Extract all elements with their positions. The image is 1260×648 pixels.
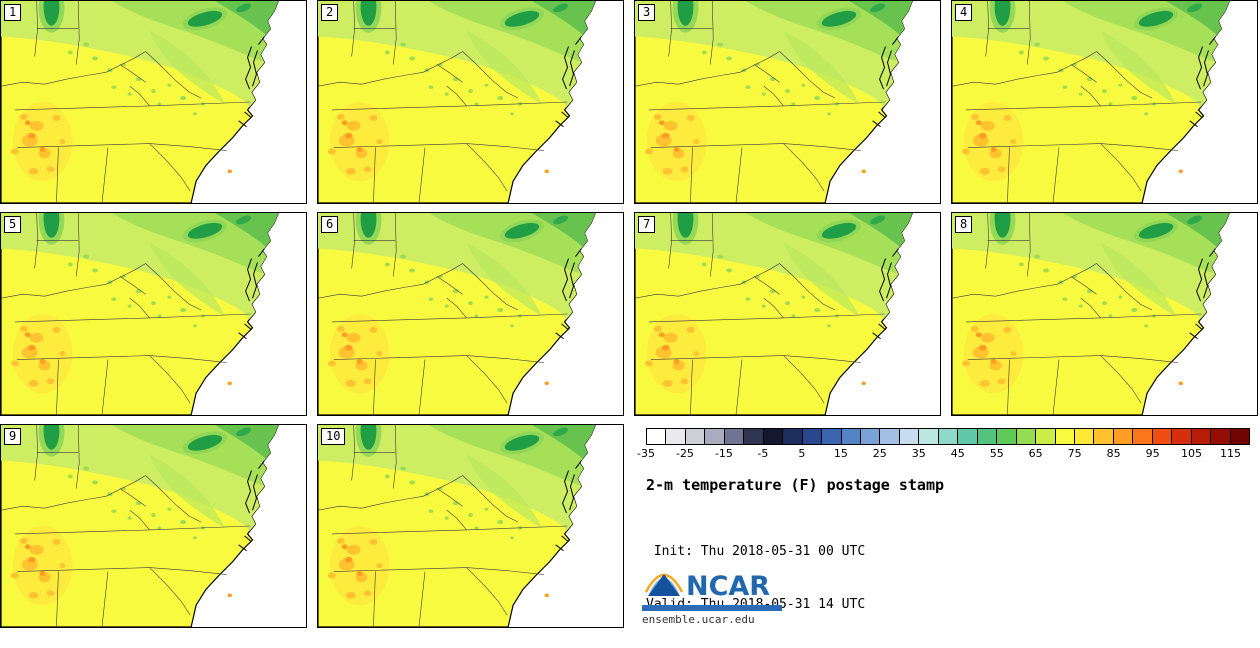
colorbar-segment: [997, 429, 1017, 444]
colorbar-tick: 105: [1181, 447, 1203, 460]
colorbar-segment: [822, 429, 842, 444]
colorbar-segment: [880, 429, 900, 444]
colorbar-tick: 115: [1220, 447, 1242, 460]
colorbar-segments: [646, 428, 1250, 445]
colorbar-segment: [1036, 429, 1056, 444]
temperature-map: [635, 1, 940, 203]
ensemble-member-panel: 1: [0, 0, 307, 204]
ensemble-member-panel: 7: [634, 212, 941, 416]
colorbar-segment: [1191, 429, 1212, 444]
colorbar-tick: 35: [911, 447, 926, 460]
colorbar-tick: 75: [1067, 447, 1082, 460]
colorbar-tick: -25: [675, 447, 694, 460]
member-number-label: 8: [955, 216, 973, 233]
colorbar-segment: [666, 429, 686, 444]
member-number-label: 1: [4, 4, 22, 21]
colorbar-segment: [977, 429, 998, 444]
logo-divider-bar: [642, 605, 782, 611]
colorbar-segment: [783, 429, 803, 444]
colorbar-segment: [899, 429, 920, 444]
colorbar-segment: [1094, 429, 1114, 444]
colorbar-segment: [1133, 429, 1153, 444]
member-number-label: 9: [4, 428, 22, 445]
colorbar-segment: [860, 429, 881, 444]
colorbar-segment: [1230, 429, 1250, 444]
temperature-map: [1, 213, 306, 415]
temperature-map: [1, 425, 306, 627]
ensemble-member-panel: 2: [317, 0, 624, 204]
colorbar-segment: [919, 429, 939, 444]
colorbar-segment: [685, 429, 706, 444]
temperature-map: [318, 213, 623, 415]
ensemble-member-panel: 5: [0, 212, 307, 416]
colorbar: -35 -25 -15 -5 5 15 25 35 45 55 65 75 85 95 105 115: [637, 428, 1250, 462]
member-number-label: 5: [4, 216, 22, 233]
colorbar-tick: -15: [714, 447, 733, 460]
colorbar-segment: [938, 429, 959, 444]
member-number-label: 10: [321, 428, 346, 445]
colorbar-tick: 65: [1028, 447, 1043, 460]
temperature-map: [952, 213, 1257, 415]
colorbar-ticks: -35 -25 -15 -5 5 15 25 35 45 55 65 75 85 95 105 115: [637, 445, 1250, 462]
logo-text: NCAR: [686, 571, 770, 600]
colorbar-tick: 45: [950, 447, 965, 460]
colorbar-segment: [958, 429, 978, 444]
colorbar-segment: [802, 429, 823, 444]
site-url: ensemble.ucar.edu: [642, 613, 755, 626]
colorbar-segment: [1055, 429, 1075, 444]
member-number-label: 6: [321, 216, 339, 233]
page-title: 2-m temperature (F) postage stamp: [646, 476, 945, 494]
logo-flatiron-icon: [648, 574, 680, 596]
ncar-logo: NCAR ensemble.ucar.edu: [642, 566, 802, 626]
info-block: -35 -25 -15 -5 5 15 25 35 45 55 65 75 85 95 105 115 2-m…: [634, 424, 1258, 628]
temperature-map: [952, 1, 1257, 203]
colorbar-segment: [744, 429, 764, 444]
colorbar-segment: [763, 429, 784, 444]
member-number-label: 7: [638, 216, 656, 233]
colorbar-segment: [1172, 429, 1192, 444]
temperature-map: [318, 1, 623, 203]
colorbar-tick: -35: [637, 447, 655, 460]
temperature-map: [635, 213, 940, 415]
colorbar-segment: [1074, 429, 1095, 444]
colorbar-segment: [1113, 429, 1134, 444]
colorbar-tick: 5: [798, 447, 806, 460]
colorbar-segment: [724, 429, 745, 444]
colorbar-tick: 85: [1106, 447, 1121, 460]
temperature-map: [318, 425, 623, 627]
ensemble-member-panel: 4: [951, 0, 1258, 204]
member-number-label: 4: [955, 4, 973, 21]
colorbar-segment: [841, 429, 861, 444]
ensemble-member-panel: 8: [951, 212, 1258, 416]
ensemble-member-panel: 10: [317, 424, 624, 628]
colorbar-tick: 15: [833, 447, 848, 460]
member-number-label: 2: [321, 4, 339, 21]
panel-grid: 1 2 3 4 5 6 7 8 9 10 -35 -25 -15 -5 5 15 25 35 4…: [0, 0, 1258, 628]
ensemble-member-panel: 6: [317, 212, 624, 416]
colorbar-tick: 55: [989, 447, 1004, 460]
ensemble-member-panel: 3: [634, 0, 941, 204]
colorbar-segment: [705, 429, 725, 444]
colorbar-segment: [1211, 429, 1231, 444]
colorbar-tick: -5: [757, 447, 769, 460]
temperature-map: [1, 1, 306, 203]
colorbar-segment: [1152, 429, 1173, 444]
ensemble-member-panel: 9: [0, 424, 307, 628]
ncar-logo-graphic: NCAR: [644, 571, 770, 602]
colorbar-segment: [1016, 429, 1037, 444]
init-time: Init: Thu 2018-05-31 00 UTC: [646, 544, 866, 560]
member-number-label: 3: [638, 4, 656, 21]
colorbar-segment: [647, 429, 667, 444]
colorbar-tick: 95: [1145, 447, 1160, 460]
colorbar-tick: 25: [872, 447, 887, 460]
